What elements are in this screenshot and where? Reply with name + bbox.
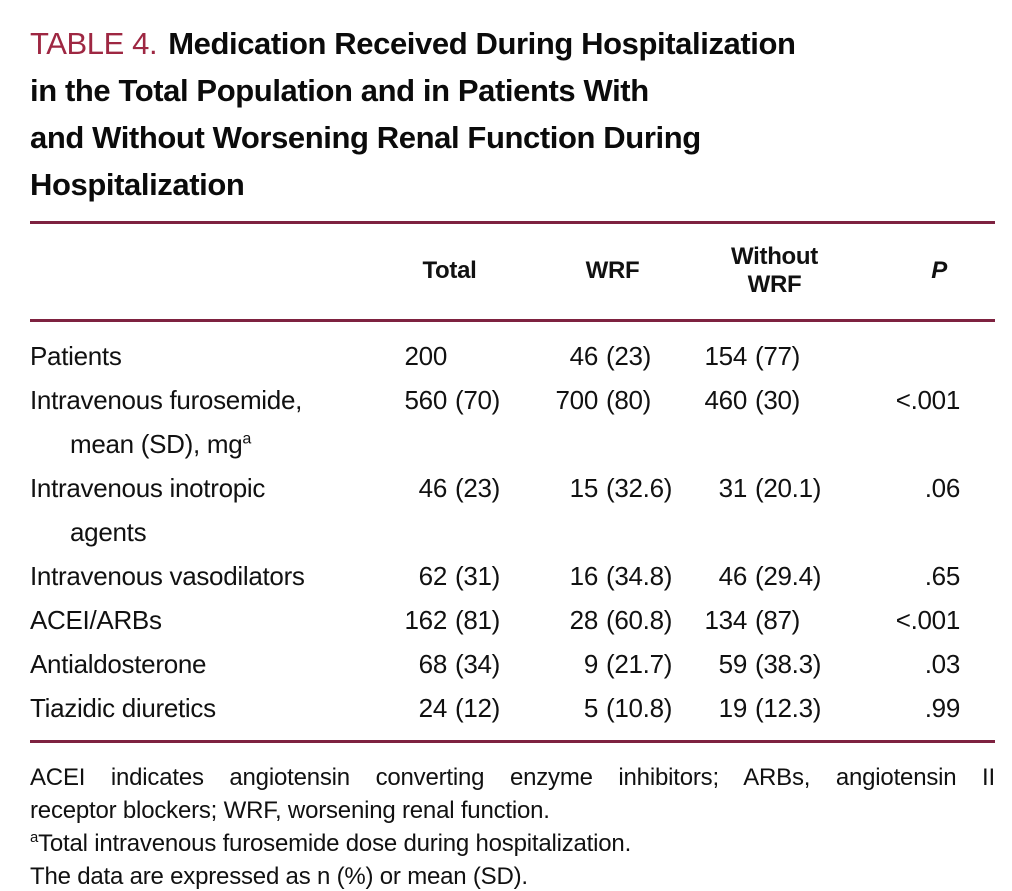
cell-total: 68 (34) [418,649,501,679]
title-line-2: in the Total Population and in Patients … [30,73,649,108]
table-row: Intravenous vasodilators 62 (31) 16 (34.8) 46… [30,554,995,598]
footnote-a-text: Total intravenous furosemide dose during… [38,830,632,857]
cell-without_wrf: 59 (38.3) [718,649,822,679]
column-header-wrf: WRF [510,221,695,322]
row-label: ACEI/ARBs [30,605,162,635]
footnote-a: aTotal intravenous furosemide dose durin… [30,827,995,860]
cell-p: .03 [924,649,961,679]
cell-p: .06 [924,473,961,503]
cell-total: 162 (81) [404,605,501,635]
abbreviations-note-line-2: receptor blockers; WRF, worsening renal … [30,797,550,824]
cell-p [840,321,995,379]
cell-wrf: 9 (21.7) [583,649,673,679]
table-header-row: Total WRF Without WRF P [30,221,995,322]
footnotes: ACEI indicates angiotensin converting en… [30,761,995,891]
table-row: Intravenous furosemide, mean (SD), mga 560… [30,378,995,466]
table-number-label: TABLE 4. [30,26,158,61]
table-row: Antialdosterone 68 (34) 9 (21.7) 59 (38.3) .03 [30,642,995,686]
abbreviations-note-line-1: ACEI indicates angiotensin converting en… [30,764,995,791]
cell-p: <.001 [895,605,961,635]
cell-total: 560 (70) [404,385,501,415]
row-label: Patients [30,341,122,371]
cell-without_wrf: 31 (20.1) [718,473,822,503]
cell-wrf: 28 (60.8) [569,605,673,635]
medication-table: Total WRF Without WRF P Patients 200 46 (23… [30,221,995,743]
abbreviations-note: ACEI indicates angiotensin converting en… [30,761,995,827]
row-label: Intravenous furosemide, mean (SD), mga [30,385,303,459]
cell-p: <.001 [895,385,961,415]
cell-without_wrf: 154 (77) [704,341,801,371]
cell-wrf: 15 (32.6) [569,473,673,503]
cell-wrf: 5 (10.8) [583,693,673,723]
data-expression-note: The data are expressed as n (%) or mean … [30,863,528,890]
table-row: Intravenous inotropic agents 46 (23) 15 (32.6… [30,466,995,554]
title-line-4: Hospitalization [30,167,245,202]
row-label: Antialdosterone [30,649,207,679]
cell-wrf: 16 (34.8) [569,561,673,591]
cell-p: .99 [924,693,961,723]
column-header-p: P [840,221,995,322]
column-header-total: Total [355,221,510,322]
table-row: Patients 200 46 (23) 154 (77) [30,321,995,379]
table-title: TABLE 4. Medication Received During Hospi… [30,20,995,208]
cell-wrf: 700 (80) [555,385,652,415]
title-line-1: Medication Received During Hospitalizati… [168,26,796,61]
cell-wrf: 46 (23) [569,341,652,371]
title-line-3: and Without Worsening Renal Function Dur… [30,120,701,155]
label-superscript: a [242,429,252,448]
table-row: ACEI/ARBs 162 (81) 28 (60.8) 134 (87) <.001 [30,598,995,642]
table-row: Tiazidic diuretics 24 (12) 5 (10.8) 19 (12.3).… [30,686,995,742]
cell-total: 46 (23) [418,473,501,503]
table-body: Patients 200 46 (23) 154 (77) Intravenous furo… [30,321,995,742]
row-label: Tiazidic diuretics [30,693,216,723]
row-label: Intravenous vasodilators [30,561,305,591]
column-header-without-wrf: Without WRF [695,221,840,322]
row-label: Intravenous inotropic agents [30,473,266,547]
cell-without_wrf: 19 (12.3) [718,693,822,723]
cell-without_wrf: 134 (87) [704,605,801,635]
cell-p: .65 [924,561,961,591]
cell-total: 62 (31) [418,561,501,591]
cell-without_wrf: 46 (29.4) [718,561,822,591]
cell-total: 24 (12) [418,693,501,723]
cell-without_wrf: 460 (30) [704,385,801,415]
column-header-label [30,221,355,322]
cell-total: 200 [404,341,448,371]
footnote-a-marker: a [30,830,39,846]
